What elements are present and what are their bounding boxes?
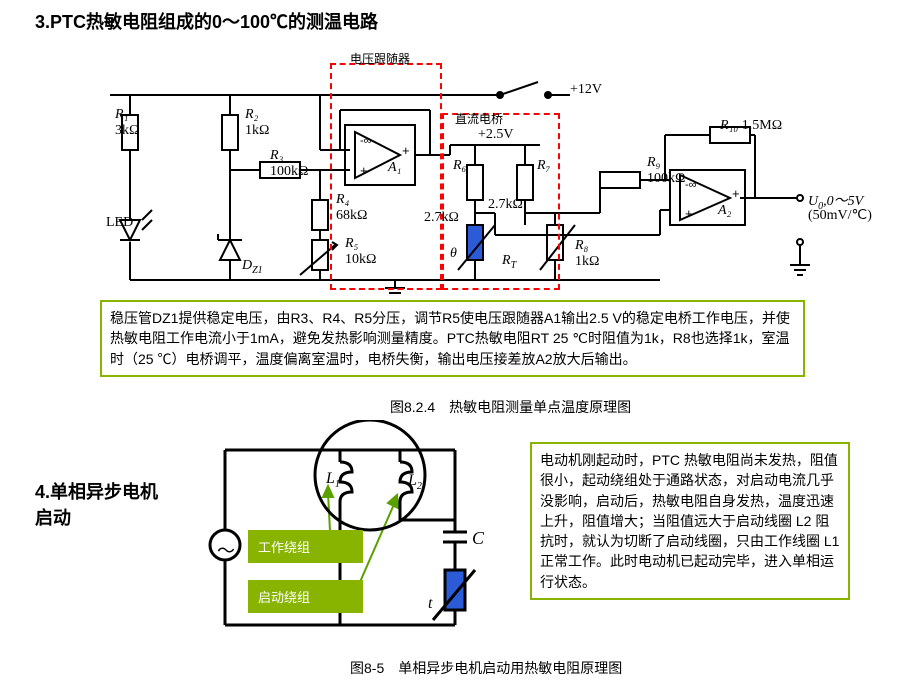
explain2-box: 电动机刚起动时，PTC 热敏电阻尚未发热，阻值很小，起动绕组处于通路状态，对启动… — [530, 442, 850, 600]
label-t: t — [428, 595, 432, 613]
work-winding-label: 工作绕组 — [248, 530, 363, 563]
label-L1: L1 — [326, 470, 340, 490]
label-L2: L2 — [408, 472, 422, 492]
label-C: C — [472, 528, 484, 549]
start-winding-label: 启动绕组 — [248, 580, 363, 613]
section4-title: 4.单相异步电机启动 — [35, 478, 175, 530]
caption1: 图8.2.4 热敏电阻测量单点温度原理图 — [390, 397, 631, 417]
label-ac: ～ — [217, 537, 235, 563]
caption2: 图8-5 单相异步电机启动用热敏电阻原理图 — [350, 658, 622, 678]
explain1-box: 稳压管DZ1提供稳定电压，由R3、R4、R5分压，调节R5使电压跟随器A1输出2… — [100, 300, 805, 377]
